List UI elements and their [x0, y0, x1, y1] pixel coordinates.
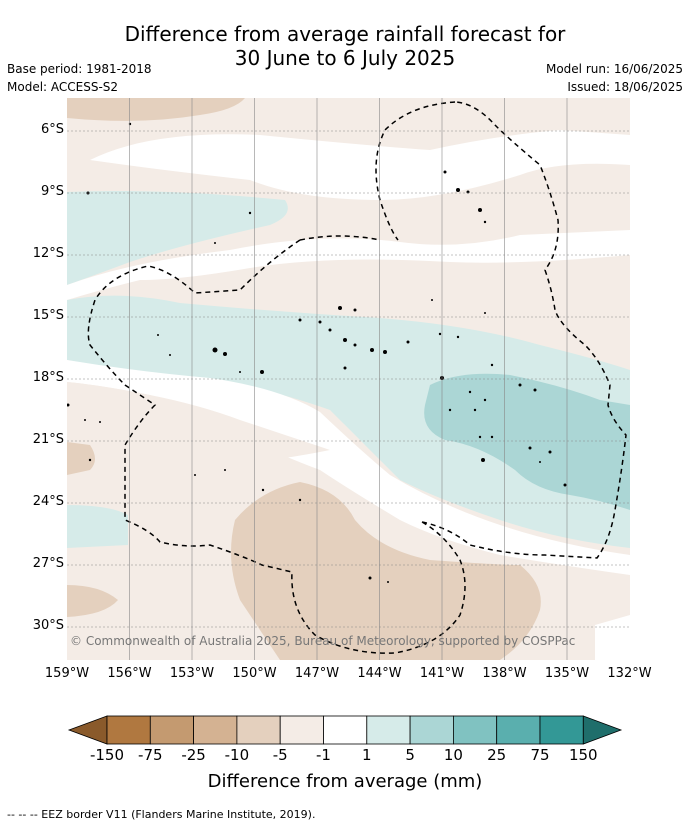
map-area [67, 98, 630, 660]
colorbar-tick-label: -5 [272, 746, 288, 764]
neutral-patch-se [595, 615, 630, 660]
y-tick-label: 24°S [32, 494, 64, 509]
wet-region-core [424, 373, 630, 510]
x-tick-label: 132°W [607, 666, 652, 681]
colorbar-segment [323, 715, 368, 745]
y-tick-label: 9°S [40, 184, 64, 199]
title-line-2: 30 June to 6 July 2025 [234, 46, 456, 70]
colorbar-tick-label: 25 [487, 746, 507, 764]
colorbar-segment [149, 715, 195, 745]
colorbar-title: Difference from average (mm) [207, 771, 483, 792]
neutral-band-12s [67, 230, 630, 300]
colorbar-segment [106, 715, 151, 745]
title-line-1: Difference from average rainfall forecas… [124, 22, 566, 46]
eez-border [87, 101, 627, 654]
colorbar-segment [193, 715, 238, 745]
y-tick-label: 12°S [32, 246, 64, 261]
colorbar-segment [409, 715, 454, 745]
dry-patch-west [67, 382, 330, 460]
colorbar-tick-label: 1 [362, 746, 372, 764]
wet-region-central [67, 295, 630, 548]
dry-patch-sw [67, 585, 118, 617]
copyright-notice: © Commonwealth of Australia 2025, Bureau… [70, 634, 576, 648]
x-tick-label: 141°W [419, 666, 465, 681]
dry-patch-small [67, 442, 95, 475]
x-tick-label: 147°W [294, 666, 340, 681]
islands [67, 122, 567, 583]
y-tick-label: 27°S [32, 556, 64, 571]
colorbar [67, 715, 623, 745]
colorbar-segment [496, 715, 541, 745]
x-tick-label: 153°W [169, 666, 215, 681]
colorbar-tick-label: -1 [316, 746, 331, 764]
y-tick-label: 6°S [40, 122, 64, 137]
dry-region-north [67, 98, 245, 121]
model-run: Model run: 16/06/2025 [545, 62, 683, 76]
meta-right: Model run: 16/06/2025 Issued: 18/06/2025 [546, 60, 683, 96]
colorbar-segment [452, 715, 498, 745]
colorbar-extend-high [582, 715, 623, 745]
x-tick-label: 138°W [482, 666, 527, 681]
colorbar-tick-label: 150 [568, 746, 598, 764]
y-tick-label: 21°S [32, 432, 64, 447]
map-title: Difference from average rainfall forecas… [0, 22, 690, 70]
y-tick-label: 18°S [32, 370, 64, 385]
x-tick-label: 156°W [107, 666, 152, 681]
colorbar-segment [279, 715, 324, 745]
x-tick-label: 135°W [544, 666, 590, 681]
y-tick-label: 30°S [32, 618, 64, 633]
colorbar-tick-label: 10 [443, 746, 463, 764]
x-tick-label: 150°W [232, 666, 277, 681]
colorbar-tick-label: 5 [405, 746, 415, 764]
colorbar-extend-low [67, 715, 108, 745]
dry-region-south [231, 482, 541, 660]
colorbar-tick-label: -75 [138, 746, 163, 764]
graticule [67, 98, 630, 660]
colorbar-segment [236, 715, 281, 745]
colorbar-tick-label: -25 [181, 746, 206, 764]
colorbar-segment [539, 715, 584, 745]
y-tick-label: 15°S [32, 308, 64, 323]
x-tick-label: 159°W [44, 666, 90, 681]
wet-patch-sw [67, 505, 128, 548]
colorbar-tick-label: -150 [89, 746, 125, 764]
model-name: Model: ACCESS-S2 [7, 80, 119, 94]
colorbar-tick-label: -10 [224, 746, 250, 764]
issued-date: Issued: 18/06/2025 [567, 80, 683, 94]
meta-left: Base period: 1981-2018 Model: ACCESS-S2 [7, 60, 152, 96]
eez-footnote: -- -- -- EEZ border V11 (Flanders Marine… [7, 808, 316, 821]
neutral-region-north [90, 130, 630, 200]
wet-region-west [67, 191, 288, 285]
base-period: Base period: 1981-2018 [7, 62, 152, 76]
x-tick-label: 144°W [357, 666, 402, 681]
colorbar-tick-label: 75 [530, 746, 550, 764]
colorbar-segment [366, 715, 411, 745]
